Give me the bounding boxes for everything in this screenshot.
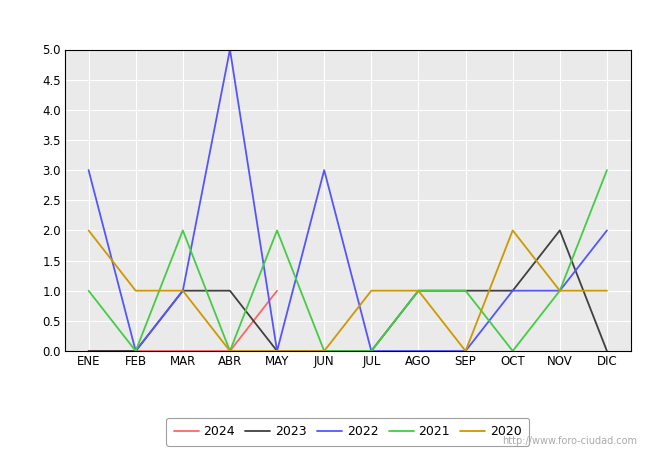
Text: http://www.foro-ciudad.com: http://www.foro-ciudad.com <box>502 436 637 446</box>
Text: Matriculaciones de Vehiculos en Escucha: Matriculaciones de Vehiculos en Escucha <box>168 13 482 28</box>
Legend: 2024, 2023, 2022, 2021, 2020: 2024, 2023, 2022, 2021, 2020 <box>166 418 529 446</box>
